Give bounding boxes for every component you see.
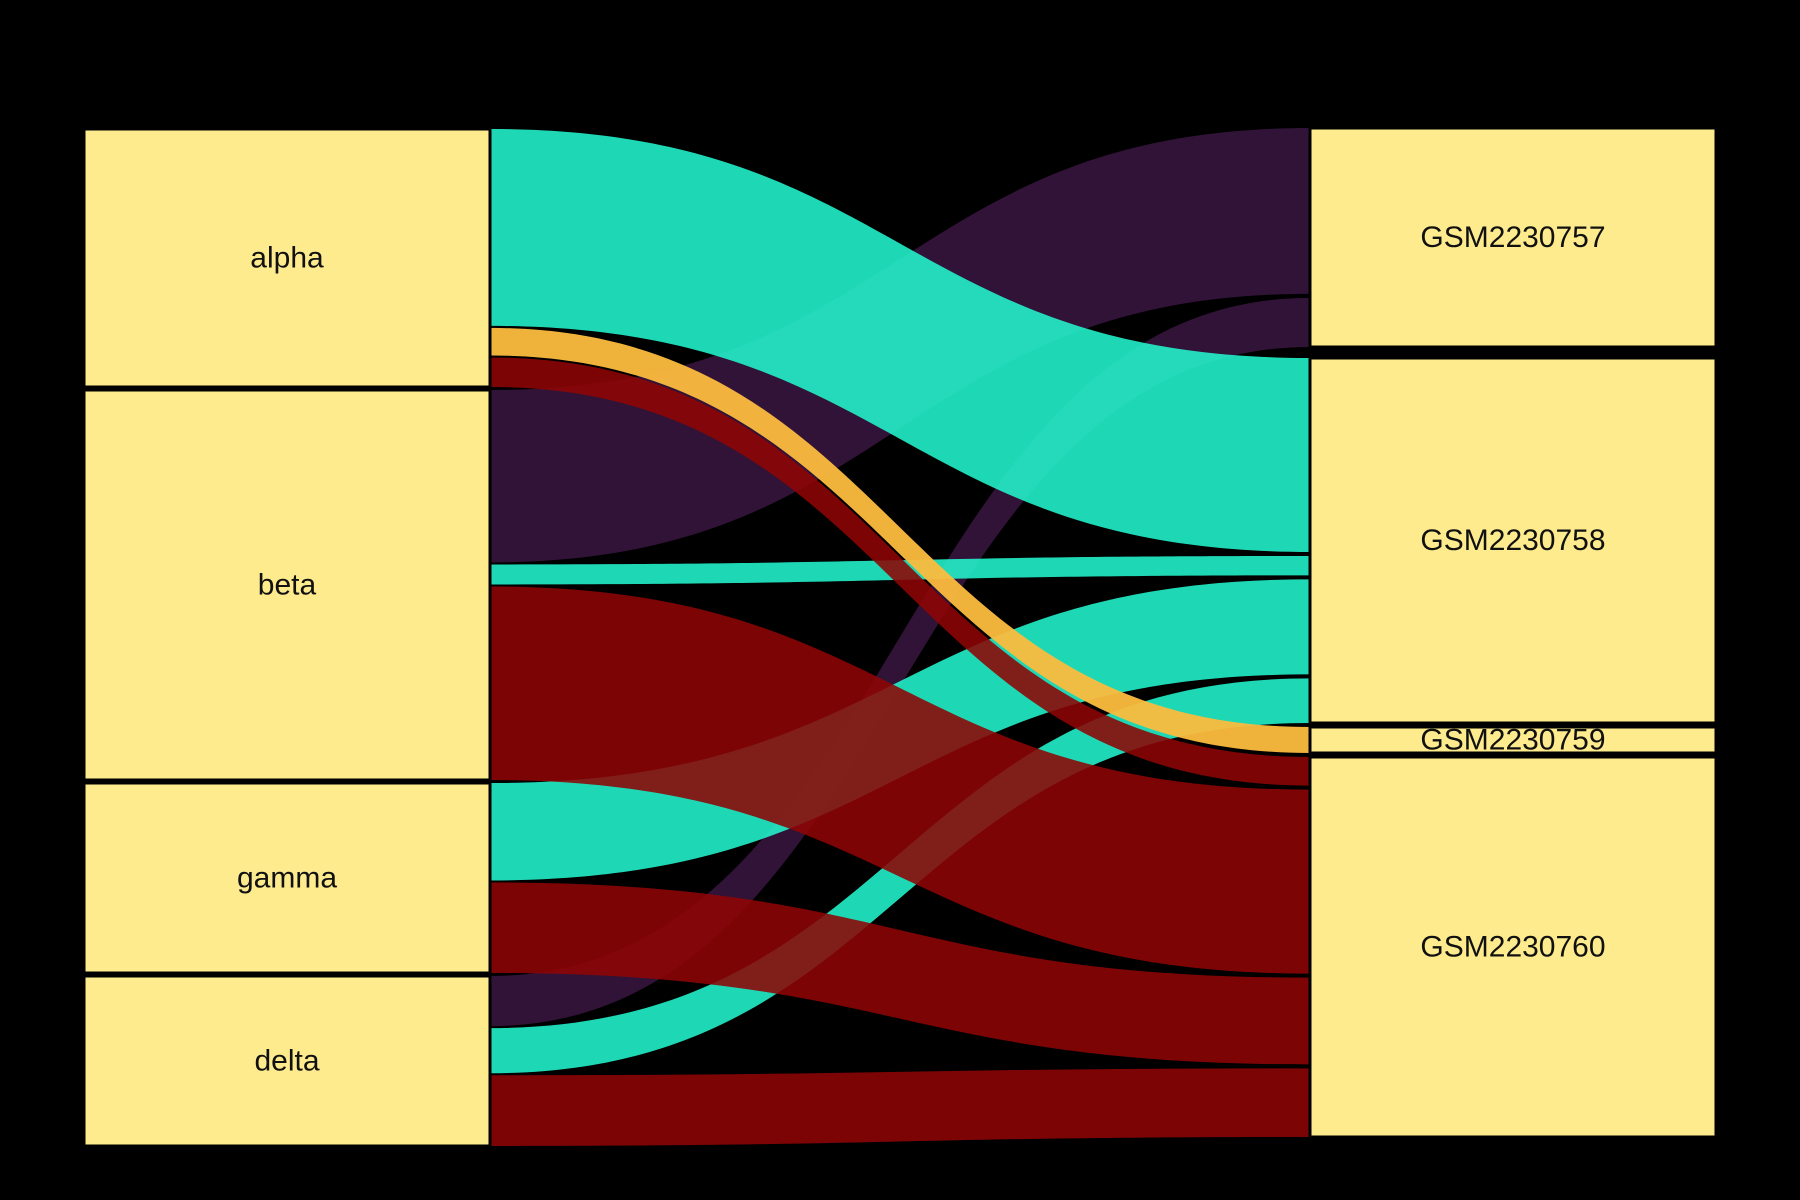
node-label-gsm2230760: GSM2230760 bbox=[1420, 931, 1605, 964]
node-gsm2230758 bbox=[1308, 356, 1718, 725]
link-beta-gsm2230760 bbox=[490, 586, 1310, 974]
node-gsm2230760 bbox=[1308, 755, 1718, 1139]
node-gsm2230759 bbox=[1308, 725, 1718, 755]
link-alpha-gsm2230759 bbox=[490, 327, 1310, 753]
node-label-gsm2230758: GSM2230758 bbox=[1420, 524, 1605, 557]
node-beta bbox=[82, 388, 492, 782]
node-label-gsm2230757: GSM2230757 bbox=[1420, 221, 1605, 254]
node-label-gsm2230759: GSM2230759 bbox=[1420, 724, 1605, 757]
link-alpha-gsm2230760 bbox=[490, 357, 1310, 786]
node-gamma bbox=[82, 781, 492, 975]
node-label-gamma: gamma bbox=[237, 862, 337, 895]
link-alpha-gsm2230758 bbox=[490, 129, 1310, 552]
node-label-alpha: alpha bbox=[250, 242, 324, 275]
node-gsm2230757 bbox=[1308, 126, 1718, 349]
node-label-delta: delta bbox=[254, 1045, 319, 1078]
link-delta-gsm2230760 bbox=[490, 1068, 1310, 1146]
node-label-beta: beta bbox=[258, 569, 317, 602]
link-delta-gsm2230757 bbox=[490, 297, 1310, 1027]
node-delta bbox=[82, 974, 492, 1148]
node-alpha bbox=[82, 127, 492, 389]
link-gamma-gsm2230760 bbox=[490, 882, 1310, 1065]
